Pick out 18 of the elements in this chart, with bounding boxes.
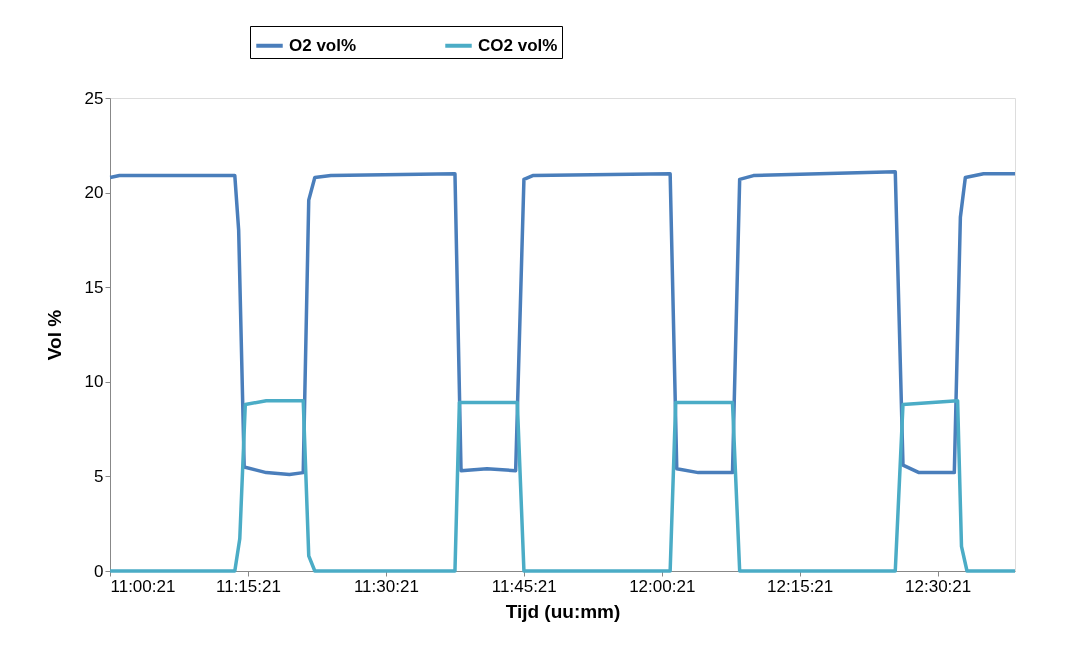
line-series — [108, 170, 1017, 477]
x-tick-label: 12:30:21 — [905, 576, 972, 596]
x-tick-label: 11:00:21 — [110, 576, 176, 596]
x-tick-label: 11:45:21 — [491, 576, 557, 596]
x-tick-label: 11:30:21 — [353, 576, 419, 596]
y-tick-label: 20 — [84, 183, 104, 203]
y-tick-label: 0 — [94, 561, 104, 581]
legend-label: O2 vol% — [289, 35, 357, 55]
x-axis-title: Tijd (uu:mm) — [505, 600, 621, 622]
legend-label: CO2 vol% — [478, 35, 558, 55]
x-tick-label: 11:15:21 — [215, 576, 281, 596]
y-tick-label: 5 — [94, 466, 104, 486]
y-tick-label: 10 — [84, 372, 104, 392]
y-tick-label: 15 — [84, 277, 104, 297]
y-tick-label: 25 — [84, 88, 104, 108]
y-axis-title: Vol % — [43, 309, 65, 361]
x-tick-label: 12:00:21 — [629, 576, 696, 596]
x-tick-label: 12:15:21 — [767, 576, 834, 596]
